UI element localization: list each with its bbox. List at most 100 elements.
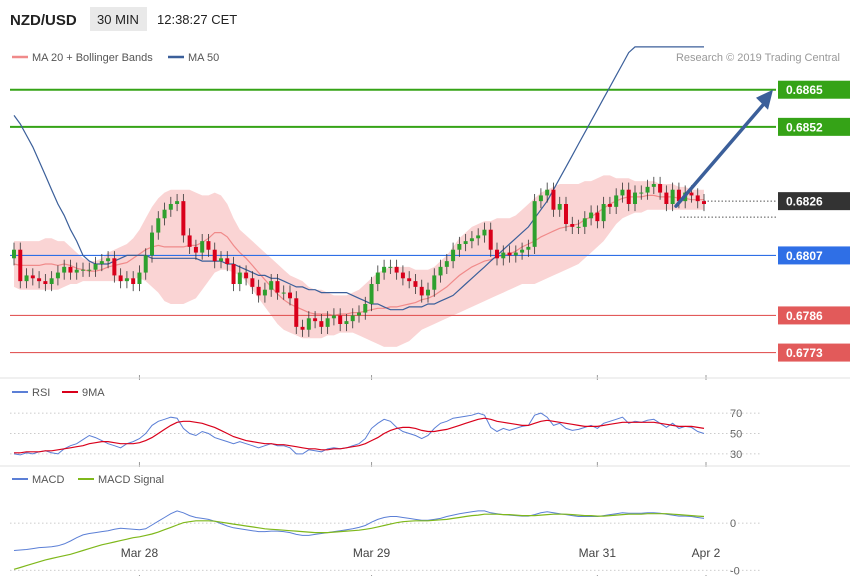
candle [43, 274, 48, 292]
candle-body [262, 289, 267, 296]
candle-body [30, 275, 35, 279]
candle [520, 242, 525, 260]
candle-body [319, 321, 324, 327]
candle [37, 271, 42, 289]
legend-macd-label: MACD [32, 474, 64, 486]
candle [538, 188, 543, 209]
candle [350, 308, 355, 329]
macd-tick--0: -0 [730, 565, 740, 576]
candle-body [388, 266, 393, 268]
candle-body [294, 298, 299, 327]
candle-body [444, 261, 449, 267]
level-label-0.6773: 0.6773 [786, 346, 823, 360]
candle-body [187, 235, 192, 247]
candle-body [162, 209, 167, 219]
candle [670, 182, 675, 212]
candle-body [118, 275, 123, 282]
candle [137, 265, 142, 292]
candle-body [244, 272, 249, 279]
candle [143, 248, 148, 280]
candle [526, 239, 531, 257]
candle-body [601, 204, 606, 222]
candle-body [658, 184, 663, 193]
candle-body [451, 249, 456, 262]
candle-body [651, 184, 656, 187]
candle [551, 182, 556, 217]
candle [256, 279, 261, 303]
candle [702, 194, 706, 212]
candle [476, 228, 481, 246]
candle-body [614, 195, 619, 207]
candle-body [131, 278, 136, 284]
candle-body [175, 201, 180, 204]
candle [175, 194, 180, 212]
candle [426, 282, 430, 303]
candle [269, 274, 274, 297]
candle-body [344, 321, 349, 324]
rsi-tick-50: 50 [730, 429, 742, 441]
candle-body [55, 272, 60, 279]
candle-body [695, 195, 700, 202]
candle [457, 236, 462, 257]
candle-body [419, 286, 424, 296]
candle [589, 205, 594, 226]
candle [24, 268, 29, 289]
candle-body [670, 189, 675, 204]
candle-body [639, 192, 644, 194]
candle [363, 296, 368, 320]
candle [645, 179, 650, 200]
candle-body [482, 229, 487, 236]
candle-body [124, 278, 129, 282]
candle [187, 228, 192, 254]
candle-body [206, 241, 211, 250]
candle [607, 196, 612, 214]
candle [432, 268, 437, 297]
candle-body [375, 272, 380, 284]
candle [300, 319, 305, 337]
candle [469, 231, 474, 249]
candle-body [476, 235, 481, 239]
candle [81, 262, 85, 277]
candle-body [495, 249, 499, 259]
candle-body [269, 281, 274, 290]
candle-body [68, 266, 73, 273]
candle-body [112, 258, 117, 276]
candle-body [488, 229, 493, 250]
candle-body [12, 249, 16, 259]
candle [74, 262, 79, 280]
candle [614, 188, 619, 214]
candle-body [463, 241, 468, 244]
candle [388, 259, 393, 274]
candle [664, 185, 669, 212]
candle [513, 245, 518, 263]
candle [244, 265, 249, 286]
candle [250, 271, 255, 294]
candle-body [551, 189, 556, 210]
candle [482, 222, 487, 243]
candle [30, 268, 35, 286]
candle [488, 222, 493, 257]
candle-body [557, 204, 562, 210]
candle-body [300, 326, 305, 330]
candle [313, 311, 318, 329]
candle [695, 188, 700, 209]
candle [463, 234, 468, 252]
candle [444, 254, 449, 274]
candle [288, 285, 292, 306]
level-label-box-0.6826 [778, 192, 850, 211]
candle-body [582, 218, 587, 227]
candle-body [24, 275, 29, 282]
macd-tick-0: 0 [730, 518, 736, 530]
candle [306, 311, 311, 337]
candle [651, 176, 656, 194]
candle [344, 314, 349, 332]
candle [419, 279, 424, 303]
candle-body [18, 249, 23, 282]
candle [237, 265, 242, 292]
level-label-box-0.6865 [778, 80, 850, 99]
candle [206, 234, 211, 257]
rsi-ma9-line [14, 417, 705, 454]
candle [545, 182, 550, 203]
candle [639, 185, 644, 200]
